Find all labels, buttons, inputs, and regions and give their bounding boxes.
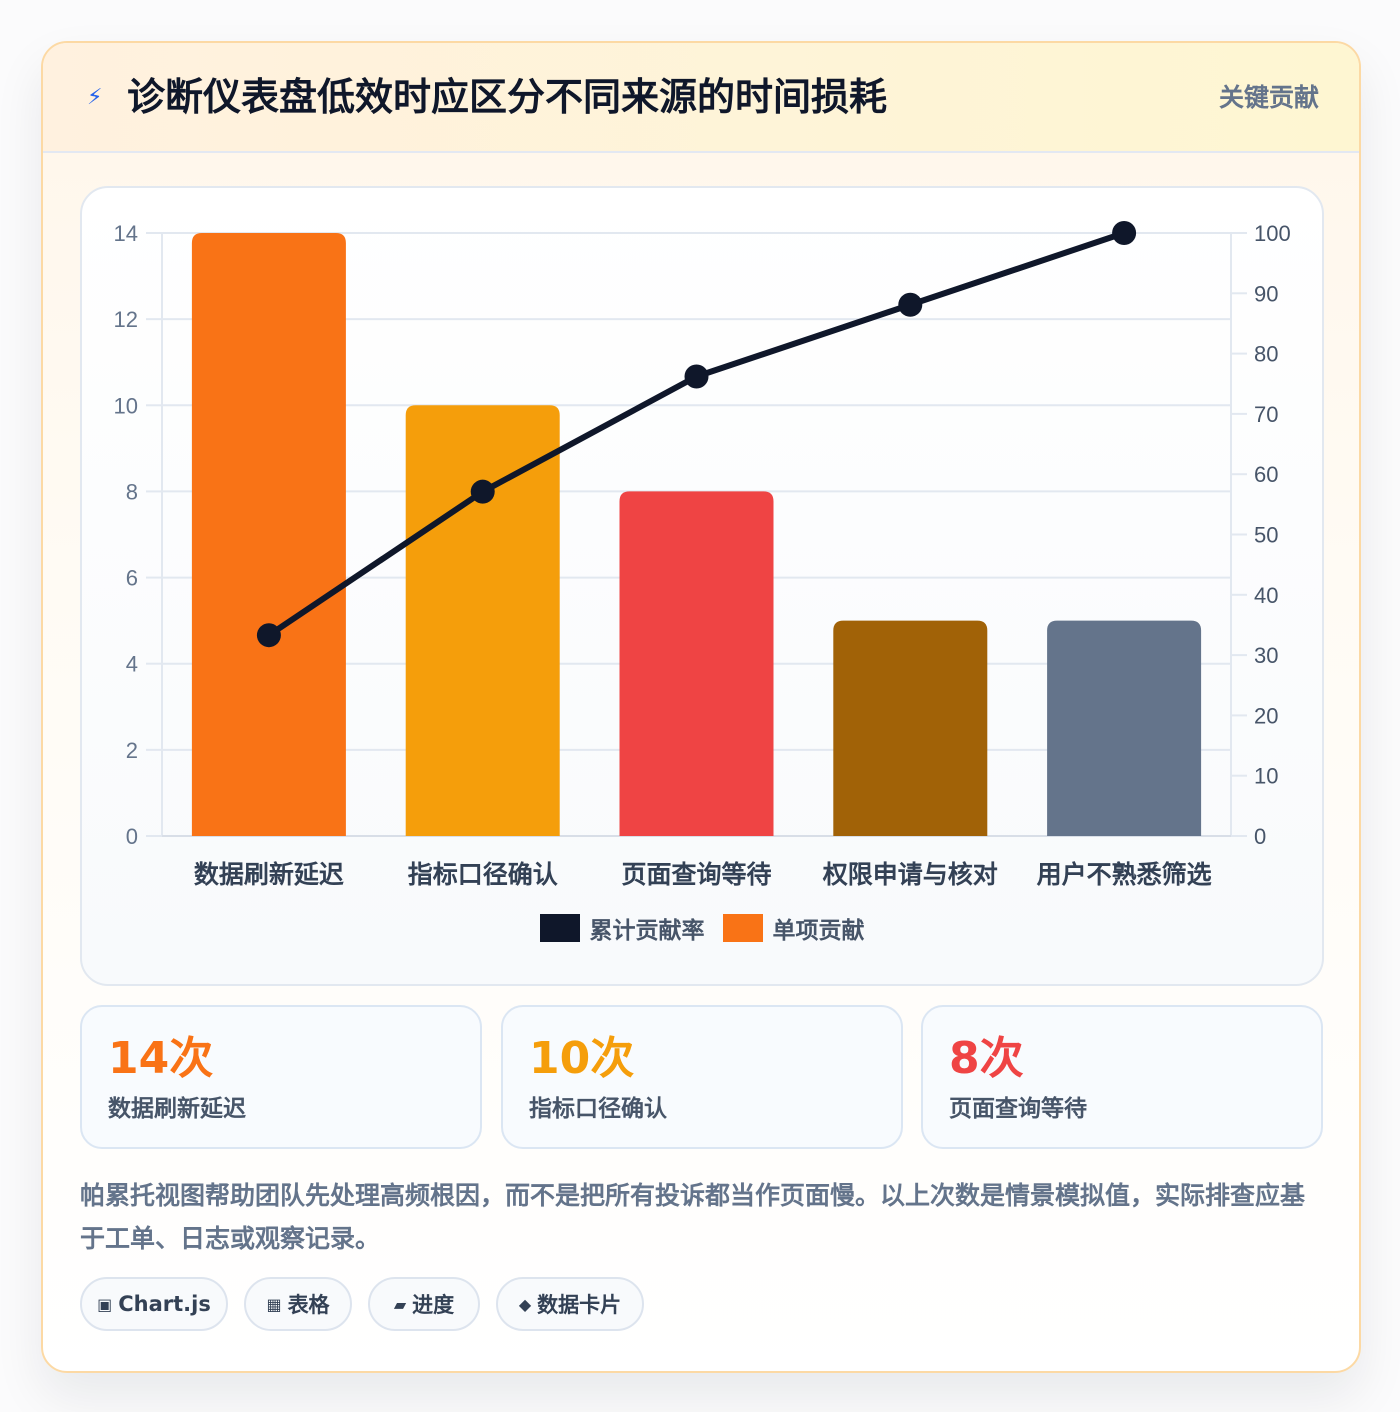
tag-table[interactable]: ▦ 表格 [244, 1277, 352, 1331]
header-badge: 关键贡献 [1218, 83, 1319, 112]
y-left-tick-label: 12 [114, 307, 138, 332]
tag-label: 表格 [287, 1293, 330, 1317]
page-title: 诊断仪表盘低效时应区分不同来源的时间损耗 [127, 75, 888, 119]
y-left-tick-label: 14 [114, 221, 138, 246]
tag-label: 进度 [412, 1293, 455, 1317]
y-left-tick-label: 8 [126, 479, 138, 504]
tag-label: Chart.js [118, 1292, 211, 1316]
y-right-tick-label: 100 [1254, 221, 1291, 246]
legend-swatch-single [722, 914, 763, 942]
stat-label: 页面查询等待 [949, 1096, 1087, 1122]
stat-label: 数据刷新延迟 [108, 1096, 246, 1122]
legend-label-single: 单项贡献 [772, 918, 865, 944]
stat-label: 指标口径确认 [529, 1096, 667, 1122]
y-right-tick-label: 0 [1254, 824, 1266, 849]
y-left-tick-label: 4 [126, 652, 138, 677]
chart-icon: ▣ [97, 1294, 113, 1314]
x-tick-label: 指标口径确认 [408, 860, 558, 889]
pareto-chart: 0 2 4 6 8 10 12 14 0 10 20 30 40 50 60 70 80 90 100 数据刷新延迟 指… [114, 221, 1291, 889]
y-left-tick-label: 6 [126, 566, 138, 591]
legend-swatch-cumulative [539, 914, 580, 942]
legend-item-single[interactable]: 单项贡献 [722, 911, 865, 945]
tag-chartjs[interactable]: ▣ Chart.js [80, 1277, 228, 1331]
legend-label-cumulative: 累计贡献率 [589, 918, 705, 944]
y-left-tick-label: 10 [114, 393, 138, 418]
y-left-tick-label: 2 [126, 738, 138, 763]
data-card-icon: ◆ [518, 1294, 532, 1314]
legend-item-cumulative[interactable]: 累计贡献率 [539, 911, 705, 945]
tag-progress[interactable]: ▰ 进度 [368, 1277, 480, 1331]
progress-icon: ▰ [393, 1294, 407, 1314]
tag-data-card[interactable]: ◆ 数据卡片 [496, 1277, 644, 1331]
bar [833, 620, 988, 836]
stat-card: 10次 指标口径确认 [501, 1005, 903, 1149]
y-right-tick-label: 40 [1254, 583, 1278, 608]
table-icon: ▦ [266, 1294, 282, 1314]
bar [619, 491, 774, 836]
y-right-tick-label: 30 [1254, 643, 1278, 668]
cumulative-point [1112, 221, 1137, 245]
x-tick-label: 权限申请与核对 [822, 860, 998, 889]
chart-panel: 0 2 4 6 8 10 12 14 0 10 20 30 40 50 60 70 80 90 100 数据刷新延迟 指… [80, 186, 1324, 986]
y-right-tick-label: 50 [1254, 523, 1278, 548]
dashboard-card: ⚡ 诊断仪表盘低效时应区分不同来源的时间损耗 关键贡献 0 2 4 6 8 10 12 14 0… [41, 41, 1361, 1373]
stat-value: 10次 [529, 1033, 635, 1084]
y-right-tick-label: 20 [1254, 703, 1278, 728]
y-left-tick-label: 0 [126, 824, 138, 849]
x-tick-label: 页面查询等待 [621, 860, 771, 889]
cumulative-point [470, 479, 495, 504]
y-right-tick-label: 80 [1254, 342, 1278, 367]
chart-note: 帕累托视图帮助团队先处理高频根因，而不是把所有投诉都当作页面慢。以上次数是情景模… [80, 1181, 1306, 1253]
cumulative-point [898, 292, 923, 317]
chart-legend: 累计贡献率 单项贡献 [82, 908, 1322, 948]
lightning-icon: ⚡ [87, 85, 103, 110]
stat-card: 8次 页面查询等待 [921, 1005, 1323, 1149]
stat-value: 14次 [108, 1033, 214, 1084]
bar [405, 405, 560, 836]
cumulative-point [256, 623, 281, 648]
bar [191, 233, 346, 836]
y-right-tick-label: 60 [1254, 462, 1278, 487]
card-header: ⚡ 诊断仪表盘低效时应区分不同来源的时间损耗 关键贡献 [43, 43, 1359, 153]
tag-label: 数据卡片 [537, 1293, 622, 1317]
stat-value: 8次 [949, 1033, 1024, 1084]
bar [1047, 620, 1202, 836]
y-right-tick-label: 10 [1254, 764, 1278, 789]
cumulative-point [684, 364, 709, 389]
x-tick-label: 用户不熟悉筛选 [1037, 860, 1212, 889]
y-right-tick-label: 70 [1254, 402, 1278, 427]
x-tick-label: 数据刷新延迟 [194, 860, 344, 889]
y-right-tick-label: 90 [1254, 281, 1278, 306]
stat-card: 14次 数据刷新延迟 [80, 1005, 482, 1149]
